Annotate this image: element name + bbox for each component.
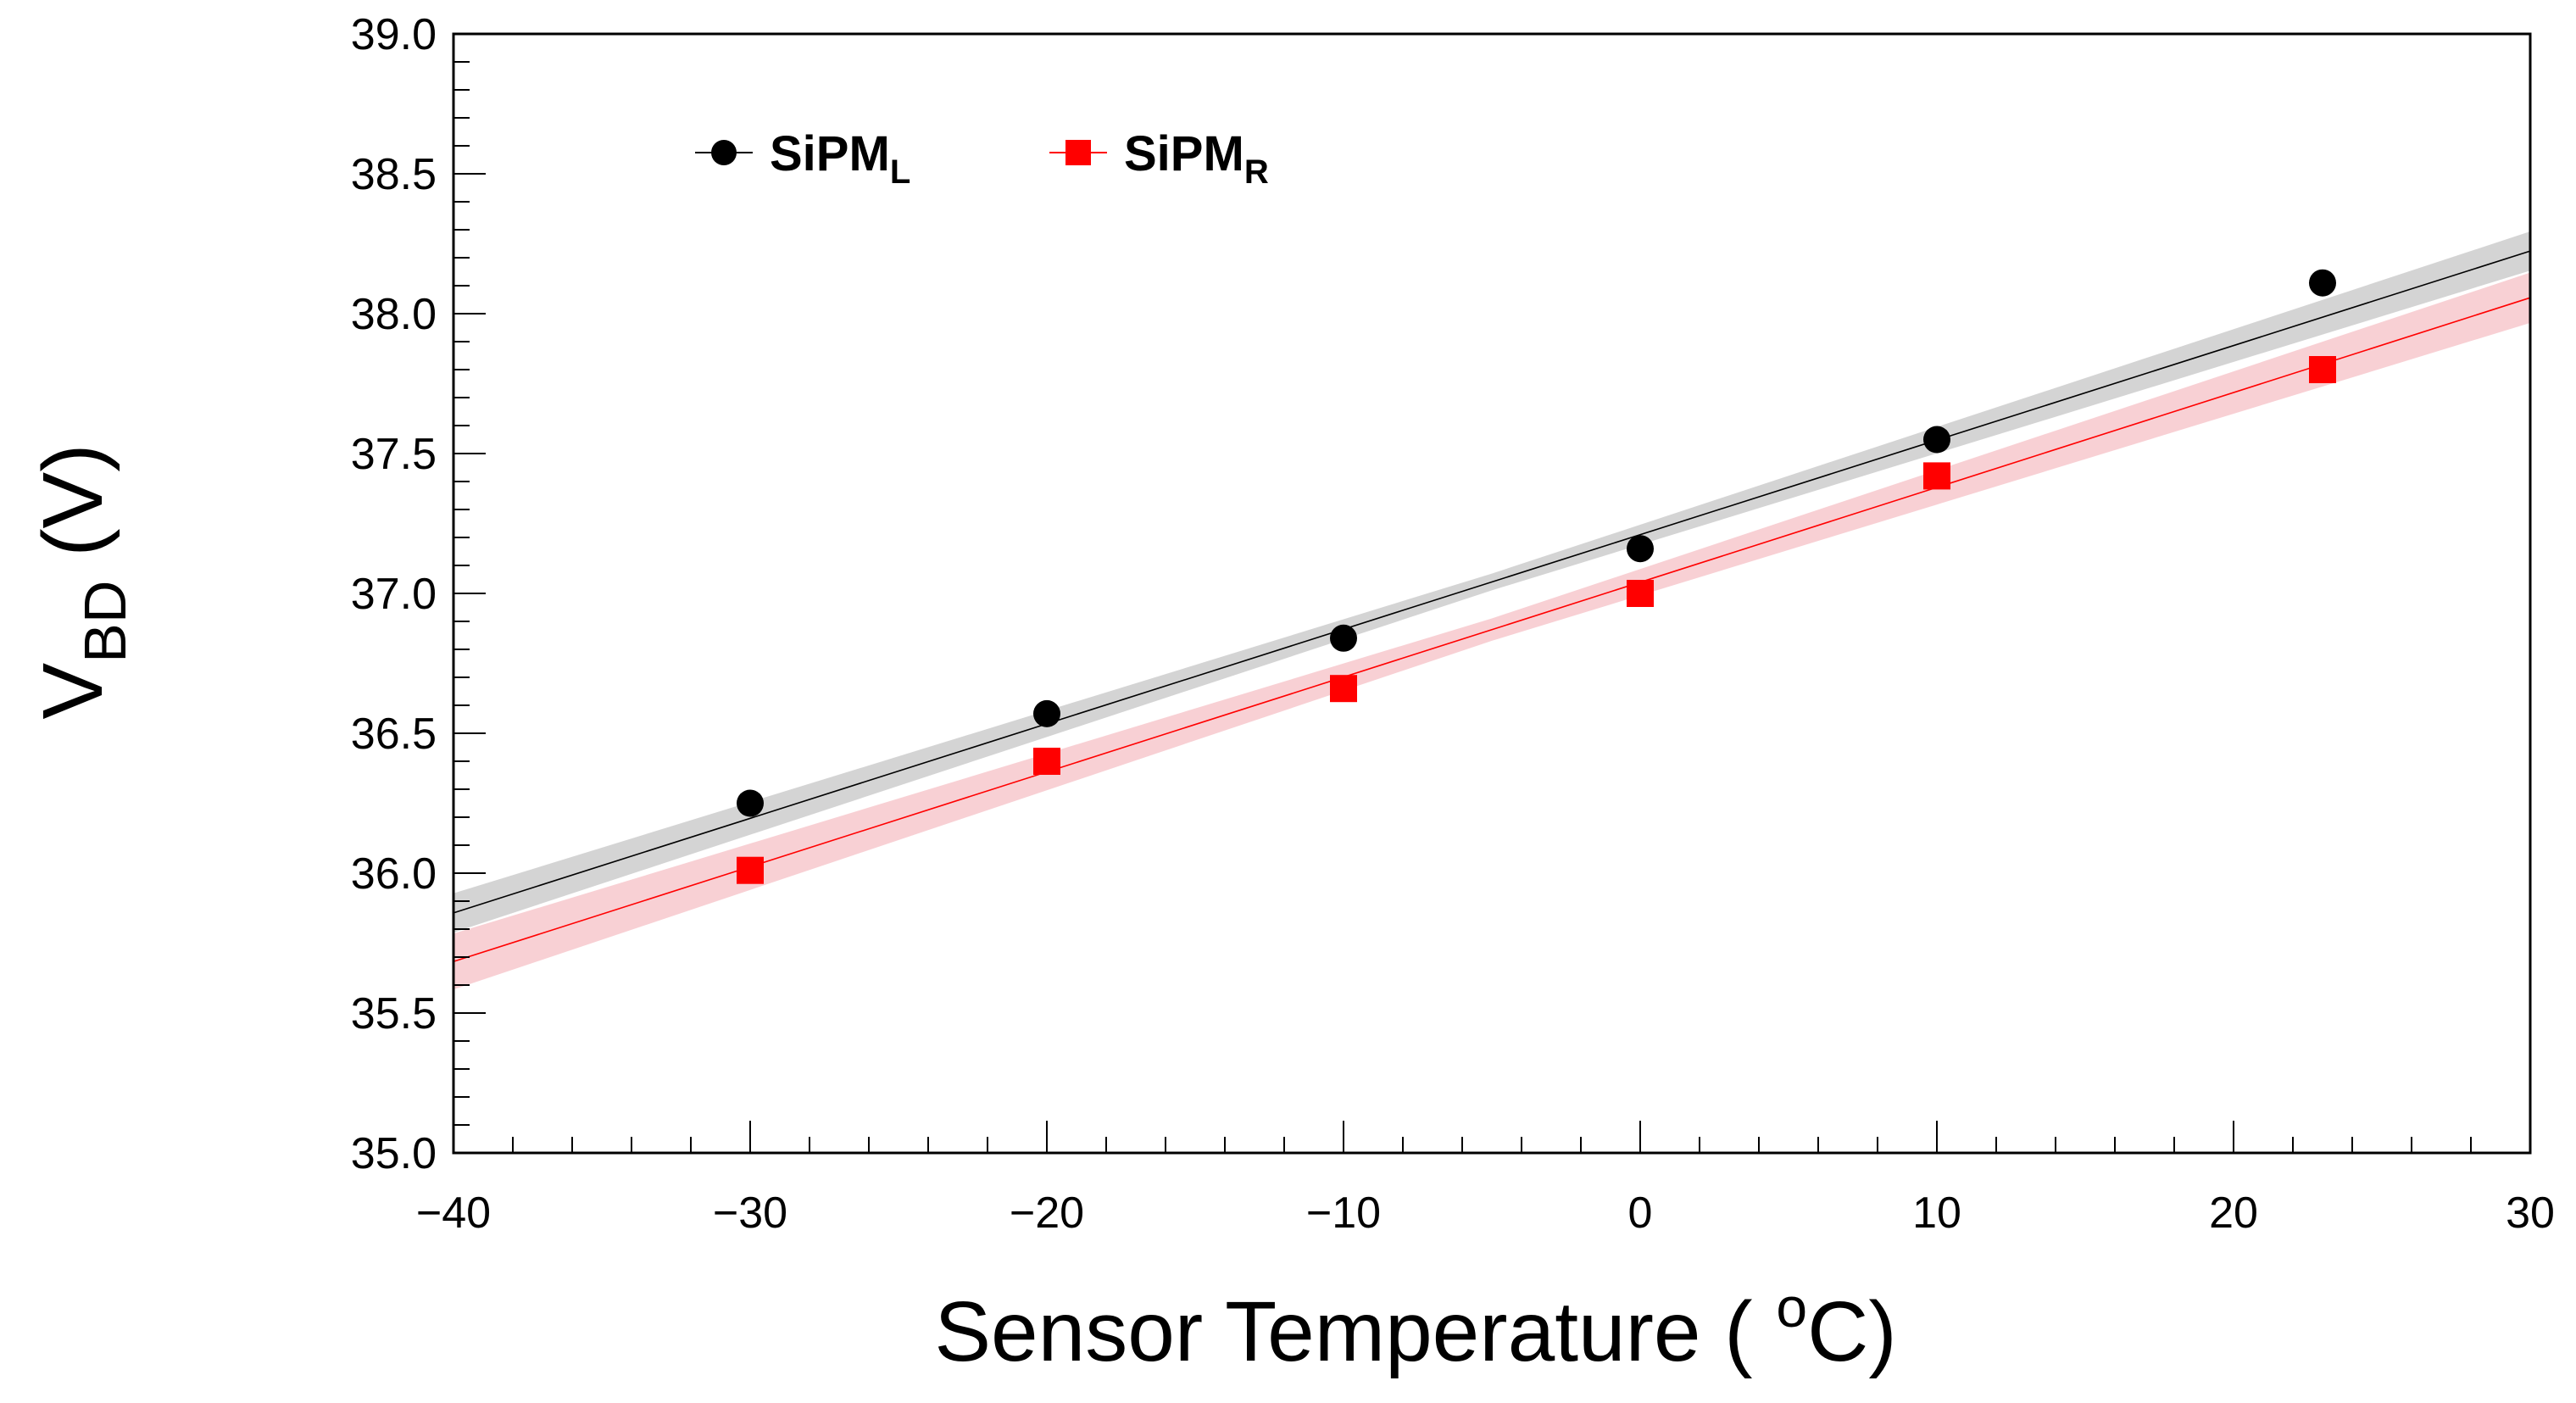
data-point-sipm-r bbox=[1627, 580, 1654, 607]
y-tick-label: 36.0 bbox=[351, 849, 437, 899]
x-tick-label: −40 bbox=[416, 1189, 491, 1238]
y-tick-label: 35.0 bbox=[351, 1129, 437, 1178]
data-point-sipm-l bbox=[1627, 535, 1654, 563]
legend-marker-sipm-l bbox=[711, 140, 737, 165]
data-point-sipm-l bbox=[1923, 426, 1950, 454]
plot-frame bbox=[452, 32, 2532, 1155]
data-point-sipm-r bbox=[1330, 675, 1357, 703]
legend-entry-sipm-l: SiPML bbox=[695, 126, 910, 191]
x-tick-label: −20 bbox=[1010, 1189, 1084, 1238]
legend-label-sipm-r: SiPMR bbox=[1124, 126, 1269, 191]
data-point-sipm-r bbox=[1033, 748, 1060, 775]
x-tick-label: 30 bbox=[2506, 1189, 2555, 1238]
y-tick-label: 39.0 bbox=[351, 10, 437, 59]
x-tick-label: 20 bbox=[2209, 1189, 2258, 1238]
y-tick-label: 37.0 bbox=[351, 570, 437, 619]
data-point-sipm-l bbox=[1330, 624, 1357, 652]
x-tick-label: −10 bbox=[1306, 1189, 1381, 1238]
fit-band-1 bbox=[453, 272, 2530, 990]
x-tick-label: −30 bbox=[713, 1189, 787, 1238]
y-tick-label: 38.5 bbox=[351, 150, 437, 199]
fit-lines bbox=[453, 250, 2531, 963]
y-tick-label: 37.5 bbox=[351, 430, 437, 479]
fit-confidence-bands bbox=[453, 231, 2530, 990]
y-axis-title: VBD (V) bbox=[25, 443, 138, 719]
legend-marker-sipm-r bbox=[1065, 140, 1091, 165]
legend-entry-sipm-r: SiPMR bbox=[1049, 126, 1269, 191]
data-point-sipm-l bbox=[1033, 699, 1060, 727]
y-tick-label: 38.0 bbox=[351, 290, 437, 339]
legend-label-sipm-l: SiPML bbox=[770, 126, 910, 191]
x-tick-label: 10 bbox=[1912, 1189, 1961, 1238]
data-markers bbox=[737, 269, 2336, 884]
x-tick-label: 0 bbox=[1628, 1189, 1653, 1238]
y-tick-label: 36.5 bbox=[351, 710, 437, 759]
data-point-sipm-l bbox=[2309, 269, 2336, 297]
fit-line-0 bbox=[453, 250, 2531, 914]
y-axis-ticks: 35.0 35.5 36.0 36.5 37.0 37.5 38.0 38.5 39.0 bbox=[351, 10, 486, 1178]
x-axis-title: Sensor Temperature ( oC) bbox=[934, 1276, 1896, 1379]
data-point-sipm-r bbox=[1923, 462, 1950, 490]
data-point-sipm-l bbox=[737, 789, 764, 817]
fit-line-1 bbox=[453, 297, 2531, 963]
y-tick-label: 35.5 bbox=[351, 989, 437, 1038]
x-axis-ticks: −40 −30 −20 −10 0 10 20 30 bbox=[416, 1121, 2555, 1238]
data-point-sipm-r bbox=[2309, 356, 2336, 383]
legend: SiPML SiPMR bbox=[695, 126, 1269, 191]
data-point-sipm-r bbox=[737, 856, 764, 884]
